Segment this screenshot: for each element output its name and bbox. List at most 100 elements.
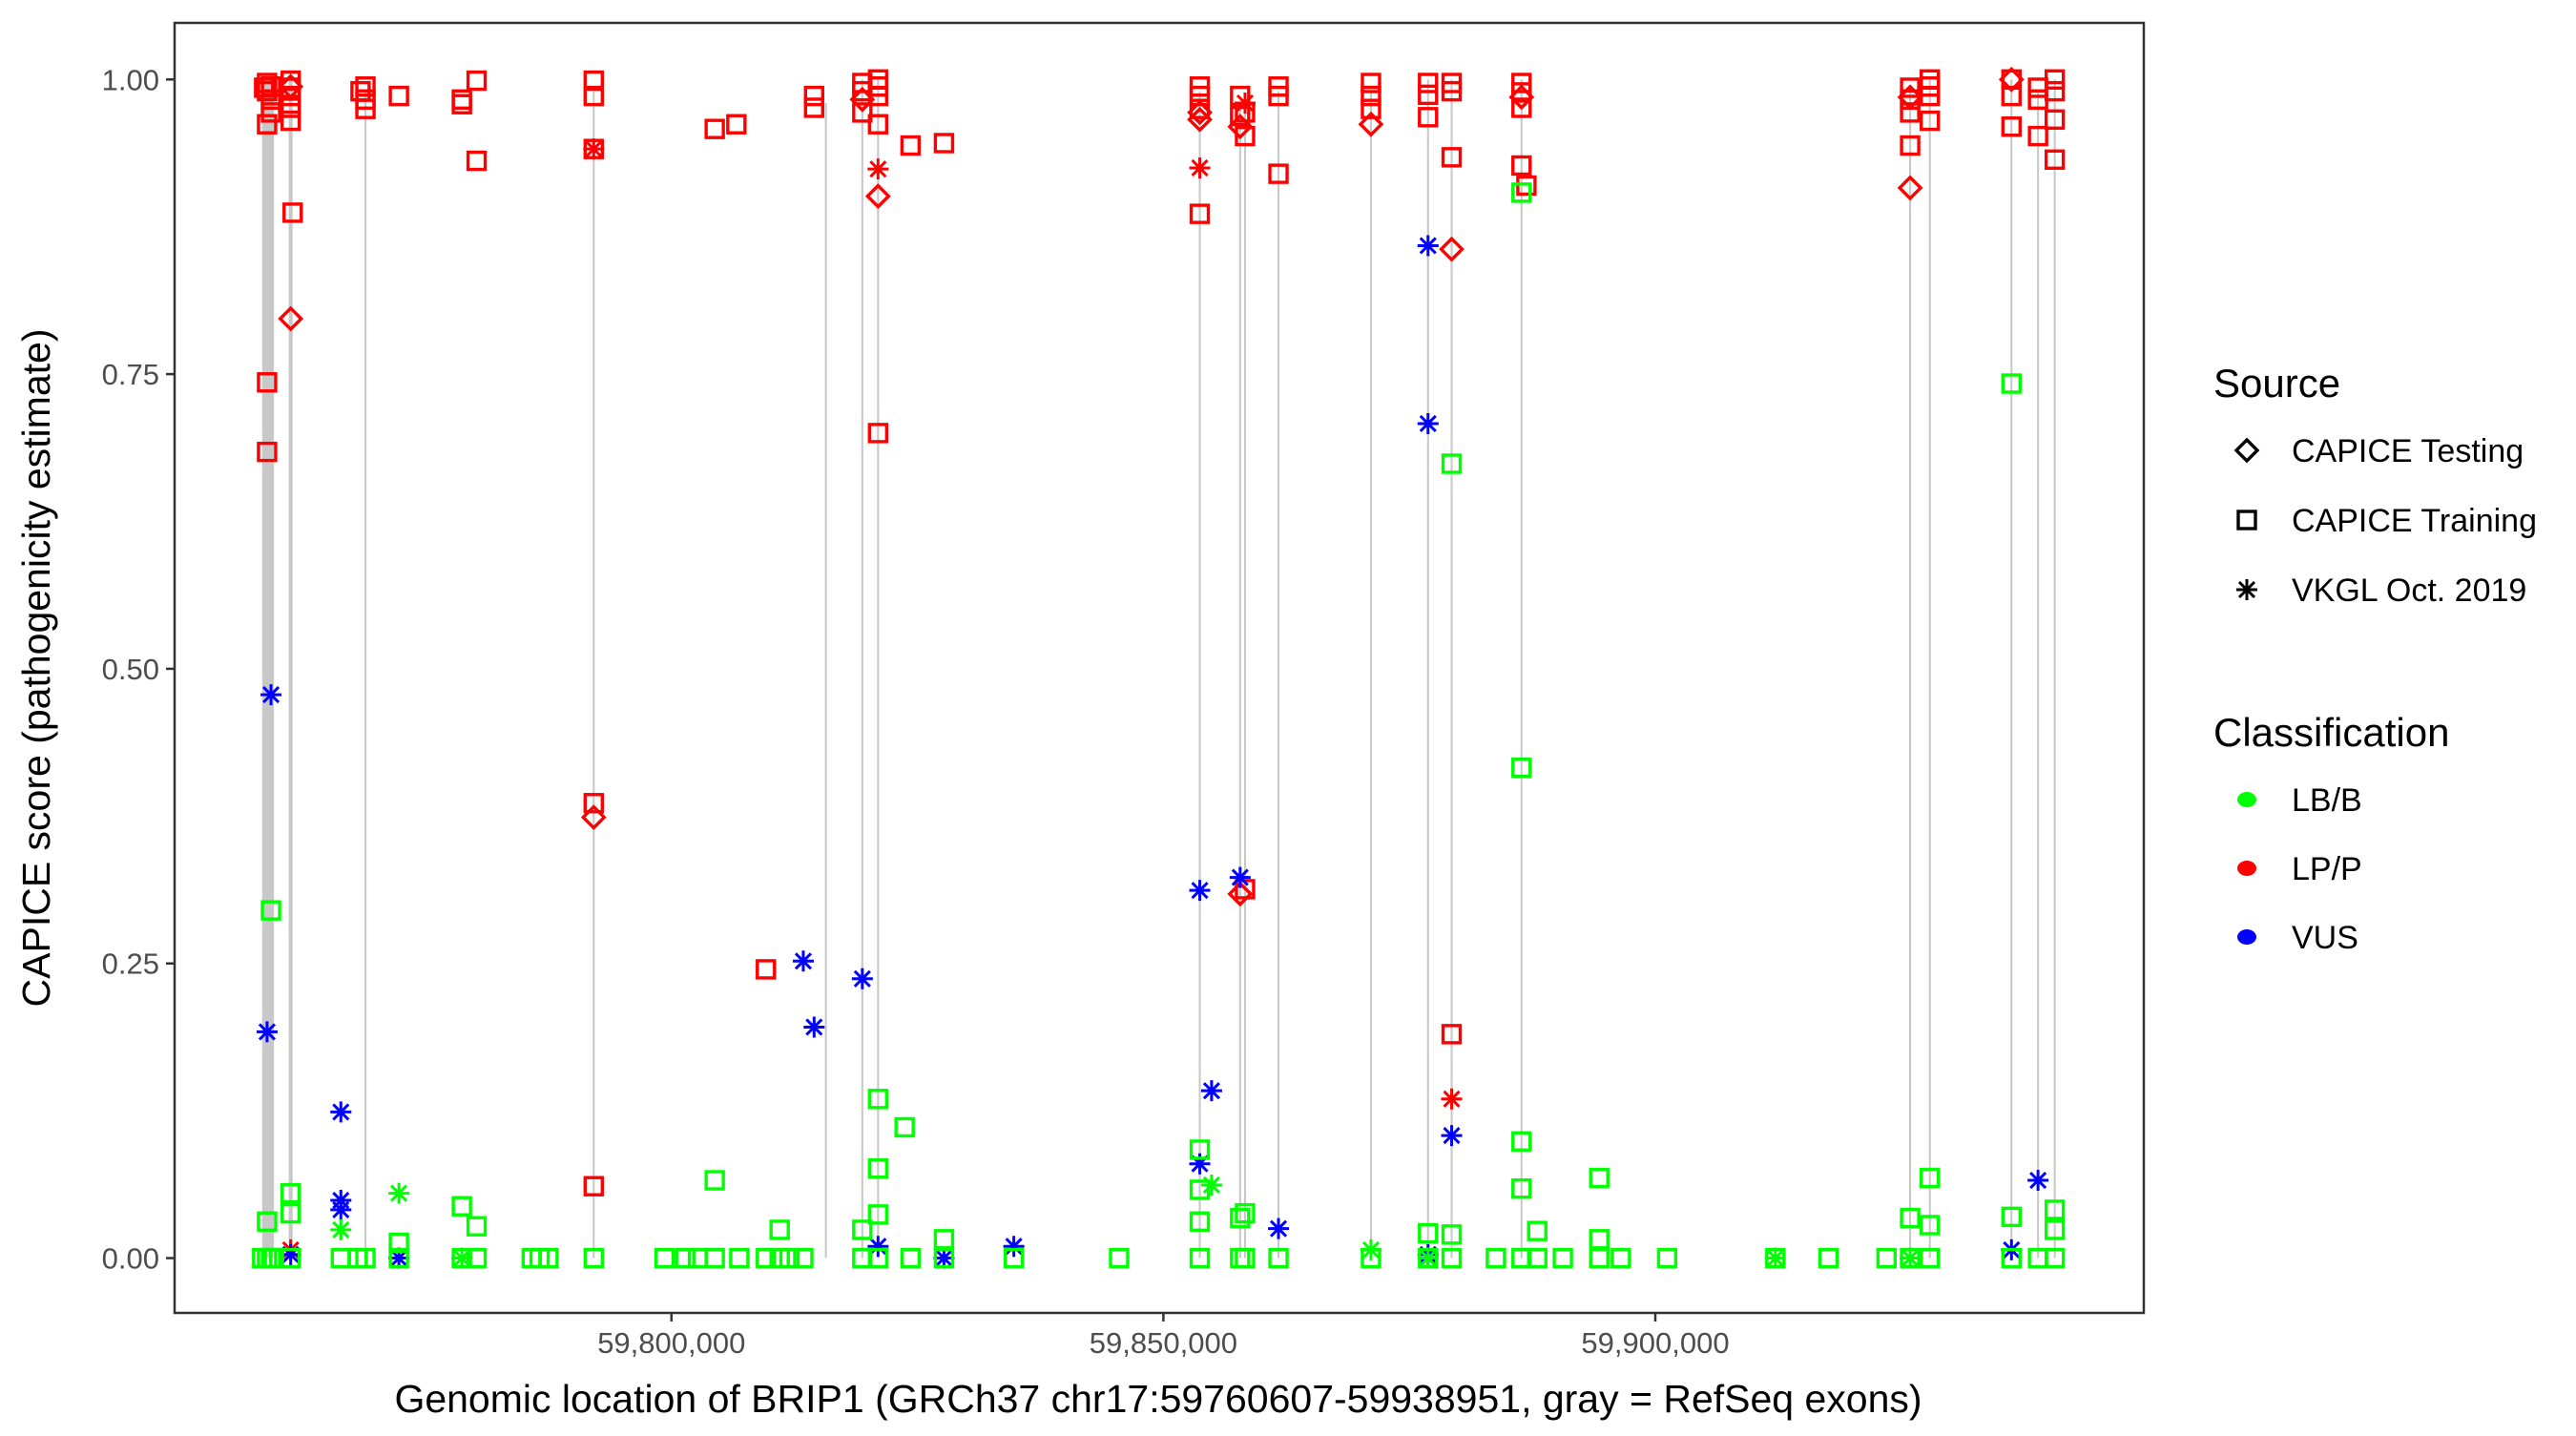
data-point	[583, 85, 605, 107]
legend-color-dot-icon	[2237, 861, 2256, 876]
data-point	[756, 959, 777, 980]
y-tick-label: 0.50	[102, 653, 159, 686]
data-point	[2001, 116, 2023, 137]
data-point	[1656, 1247, 1678, 1269]
data-point	[1234, 92, 1256, 114]
data-point	[2027, 1170, 2049, 1192]
data-point	[1511, 1177, 1532, 1199]
data-point	[330, 1247, 351, 1269]
data-point	[1187, 106, 1213, 133]
data-point	[1268, 85, 1289, 107]
data-point	[1417, 412, 1439, 434]
data-point	[1189, 880, 1211, 902]
data-point	[257, 114, 278, 135]
exon-line	[2053, 79, 2056, 1259]
data-point	[388, 1247, 409, 1269]
data-point	[1235, 1247, 1256, 1269]
data-point	[1361, 73, 1381, 94]
x-tick-label: 59,900,000	[1581, 1326, 1729, 1360]
exon-line	[1369, 91, 1373, 1259]
legend-class-label: LP/P	[2292, 851, 2362, 887]
data-point	[1189, 203, 1211, 224]
data-point	[1876, 1247, 1898, 1269]
data-point	[350, 80, 371, 102]
data-point	[1230, 1207, 1251, 1229]
data-point	[260, 89, 281, 110]
data-point	[583, 1176, 605, 1197]
legend-source-title: Source	[2213, 361, 2340, 406]
data-point	[704, 1170, 725, 1191]
data-point	[867, 1089, 889, 1110]
data-point	[2001, 373, 2023, 394]
data-point	[2001, 85, 2023, 107]
data-point	[2001, 1247, 2023, 1269]
data-point	[2044, 149, 2066, 170]
data-point	[280, 1202, 301, 1224]
data-point	[704, 1247, 725, 1269]
data-point	[1511, 82, 1532, 103]
data-point	[1360, 1238, 1381, 1260]
data-point	[1229, 866, 1251, 888]
data-point	[1268, 1247, 1289, 1269]
data-point	[1897, 175, 1923, 201]
data-point	[355, 76, 376, 97]
data-point	[900, 1247, 922, 1269]
data-point	[933, 1247, 955, 1269]
y-tick-label: 1.00	[102, 63, 159, 96]
data-point	[852, 102, 873, 123]
data-point	[2044, 1219, 2066, 1240]
data-point	[1441, 453, 1463, 474]
legend-classification-title: Classification	[2213, 710, 2449, 755]
exon-line	[1198, 91, 1201, 1259]
data-point	[933, 1229, 955, 1250]
data-point	[1900, 77, 1921, 98]
data-point	[388, 85, 409, 107]
data-point	[779, 1247, 800, 1269]
data-point	[1418, 107, 1439, 128]
data-point	[1818, 1247, 1839, 1269]
y-tick-label: 0.25	[102, 947, 159, 981]
exon-line	[877, 79, 880, 1259]
legend-color-dot-icon	[2237, 929, 2256, 945]
data-point	[1268, 1217, 1290, 1239]
data-point	[2027, 125, 2048, 147]
data-point	[260, 684, 282, 706]
data-point	[1358, 111, 1384, 137]
data-point	[1200, 1080, 1222, 1102]
data-point	[867, 114, 889, 135]
data-point	[583, 138, 605, 160]
data-point	[260, 102, 281, 123]
data-point	[254, 77, 275, 98]
data-point	[1361, 85, 1381, 107]
data-point	[2044, 109, 2066, 130]
data-point	[792, 950, 814, 972]
data-point	[466, 70, 488, 92]
data-point	[1511, 1131, 1532, 1152]
data-point	[1441, 147, 1463, 168]
data-point	[451, 1196, 472, 1217]
data-point	[851, 968, 873, 989]
data-point	[1003, 1247, 1025, 1269]
exon-line	[824, 102, 827, 1259]
data-point	[1418, 1222, 1439, 1244]
data-point	[451, 94, 472, 114]
data-point	[1527, 1220, 1548, 1241]
data-point	[388, 1182, 410, 1204]
data-point	[769, 1219, 790, 1240]
data-point	[1189, 1211, 1211, 1232]
data-point	[1900, 1247, 1922, 1269]
data-point	[867, 423, 889, 444]
legend: Source CAPICE Testing CAPICE Training VKGL…	[2213, 361, 2537, 956]
data-point	[1589, 1229, 1610, 1250]
data-point	[1552, 1247, 1573, 1269]
data-point	[1511, 757, 1532, 779]
data-point	[852, 1219, 873, 1240]
data-points	[252, 66, 2066, 1269]
data-point	[583, 70, 605, 92]
data-point	[1003, 1236, 1025, 1258]
exon-line	[2010, 79, 2013, 1259]
data-point	[849, 86, 876, 113]
x-axis: 59,800,000 59,850,000 59,900,000	[597, 1313, 1730, 1360]
exon-lines	[261, 79, 2056, 1259]
